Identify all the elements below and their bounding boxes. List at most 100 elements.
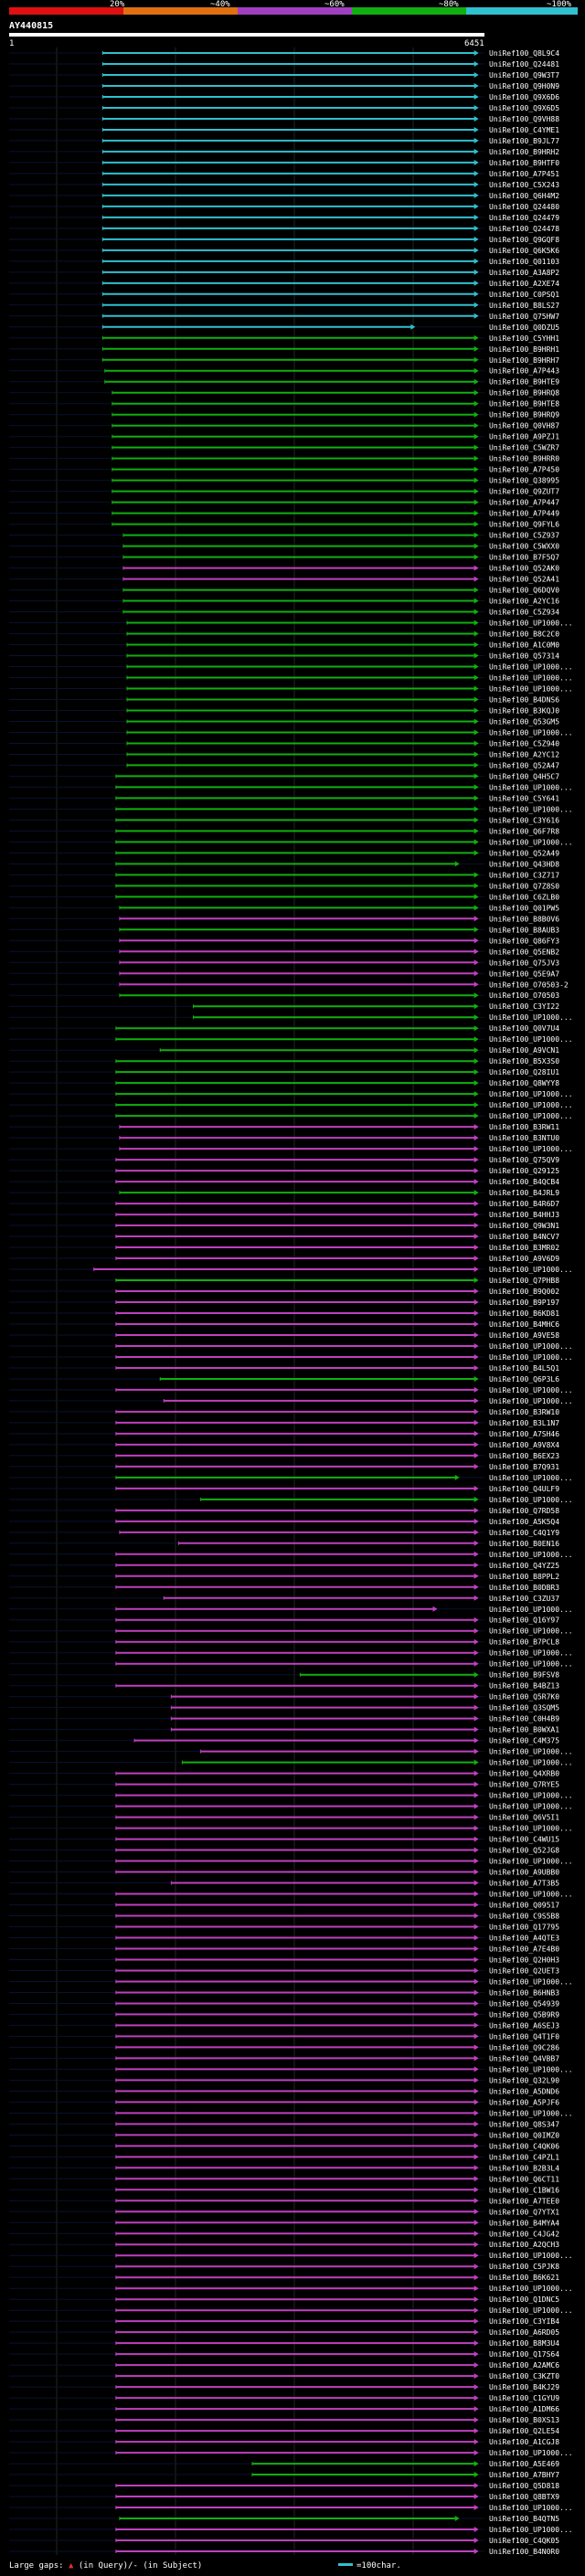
hit-row[interactable]: UniRef100_B9HTE8 — [9, 400, 559, 408]
hit-label[interactable]: UniRef100_UP1000... — [489, 1266, 573, 1274]
hit-row[interactable]: UniRef100_A7E4B0 — [9, 1945, 559, 1953]
hit-label[interactable]: UniRef100_B9FSV8 — [489, 1671, 559, 1680]
hit-row[interactable]: UniRef100_B9HRH2 — [9, 148, 559, 156]
hit-row[interactable]: UniRef100_Q2H0H3 — [9, 1956, 559, 1964]
hit-row[interactable]: UniRef100_C3ZU37 — [9, 1595, 559, 1603]
hit-label[interactable]: UniRef100_B7F5Q7 — [489, 554, 559, 562]
hit-label[interactable]: UniRef100_C4QK05 — [489, 2537, 559, 2545]
hit-label[interactable]: UniRef100_Q52JG8 — [489, 1847, 559, 1855]
hit-row[interactable]: UniRef100_C5Z937 — [9, 532, 559, 540]
hit-row[interactable]: UniRef100_Q01103 — [9, 258, 559, 266]
hit-label[interactable]: UniRef100_C5Z940 — [489, 739, 559, 747]
hit-row[interactable]: UniRef100_Q4H5C7 — [9, 772, 559, 780]
hit-row[interactable]: UniRef100_C5Z940 — [9, 739, 559, 747]
hit-label[interactable]: UniRef100_B4QCB4 — [489, 1178, 559, 1186]
hit-label[interactable]: UniRef100_UP1000... — [489, 1145, 573, 1153]
hit-label[interactable]: UniRef100_A2YC16 — [489, 598, 559, 606]
hit-label[interactable]: UniRef100_Q5R7K0 — [489, 1693, 559, 1701]
hit-row[interactable]: UniRef100_UP1000... — [9, 2252, 573, 2260]
hit-label[interactable]: UniRef100_B5X3S0 — [489, 1057, 559, 1065]
hit-row[interactable]: UniRef100_Q4T1F0 — [9, 2032, 559, 2041]
hit-row[interactable]: UniRef100_A9VE58 — [9, 1331, 559, 1340]
hit-row[interactable]: UniRef100_Q75HW7 — [9, 313, 559, 321]
hit-row[interactable]: UniRef100_Q0IMZ0 — [9, 2131, 559, 2139]
hit-row[interactable]: UniRef100_Q9X6D6 — [9, 93, 559, 101]
hit-row[interactable]: UniRef100_UP1000... — [9, 1090, 573, 1098]
hit-row[interactable]: UniRef100_C1BW16 — [9, 2186, 559, 2194]
hit-label[interactable]: UniRef100_UP1000... — [489, 2449, 573, 2457]
hit-label[interactable]: UniRef100_A1C0M0 — [489, 641, 559, 650]
hit-row[interactable]: UniRef100_B6EX23 — [9, 1452, 559, 1460]
hit-label[interactable]: UniRef100_Q6P3L6 — [489, 1375, 559, 1383]
hit-row[interactable]: UniRef100_A7P447 — [9, 499, 559, 507]
hit-row[interactable]: UniRef100_Q09517 — [9, 1902, 559, 1910]
hit-label[interactable]: UniRef100_C3YIB4 — [489, 2317, 559, 2326]
hit-row[interactable]: UniRef100_Q28IU1 — [9, 1068, 559, 1076]
hit-row[interactable]: UniRef100_B9HRQ8 — [9, 389, 559, 398]
hit-label[interactable]: UniRef100_C4QK06 — [489, 2142, 559, 2150]
hit-row[interactable]: UniRef100_B8B0V6 — [9, 915, 559, 923]
hit-row[interactable]: UniRef100_C5WXX0 — [9, 543, 559, 551]
hit-label[interactable]: UniRef100_B6EX23 — [489, 1452, 559, 1460]
hit-label[interactable]: UniRef100_A5DND6 — [489, 2087, 559, 2095]
hit-label[interactable]: UniRef100_C3YI22 — [489, 1002, 559, 1011]
hit-row[interactable]: UniRef100_B7F5Q7 — [9, 554, 559, 562]
hit-label[interactable]: UniRef100_C5WZR7 — [489, 444, 559, 452]
hit-row[interactable]: UniRef100_B9P197 — [9, 1299, 559, 1307]
hit-label[interactable]: UniRef100_B4NCV7 — [489, 1233, 559, 1241]
hit-row[interactable]: UniRef100_B8AUB3 — [9, 926, 559, 934]
hit-label[interactable]: UniRef100_UP1000... — [489, 1386, 573, 1394]
hit-row[interactable]: UniRef100_Q7RYE5 — [9, 1781, 559, 1789]
hit-label[interactable]: UniRef100_Q75JV3 — [489, 959, 559, 967]
hit-row[interactable]: UniRef100_B9Q002 — [9, 1288, 559, 1296]
hit-row[interactable]: UniRef100_B4MHC6 — [9, 1320, 559, 1329]
hit-label[interactable]: UniRef100_B4BZ13 — [489, 1682, 559, 1691]
hit-row[interactable]: UniRef100_Q7Z8S0 — [9, 882, 559, 890]
hit-label[interactable]: UniRef100_Q24481 — [489, 60, 559, 69]
hit-row[interactable]: UniRef100_UP1000... — [9, 620, 573, 628]
hit-row[interactable]: UniRef100_UP1000... — [9, 2526, 573, 2534]
hit-row[interactable]: UniRef100_A5PJF6 — [9, 2098, 559, 2106]
hit-row[interactable]: UniRef100_UP1000... — [9, 1386, 573, 1394]
hit-label[interactable]: UniRef100_A4QTE3 — [489, 1934, 559, 1942]
hit-row[interactable]: UniRef100_A6SEJ3 — [9, 2021, 559, 2030]
hit-row[interactable]: UniRef100_C3YIB4 — [9, 2317, 559, 2326]
hit-label[interactable]: UniRef100_C3KZT0 — [489, 2372, 559, 2380]
hit-row[interactable]: UniRef100_B7PCL8 — [9, 1638, 559, 1647]
hit-row[interactable]: UniRef100_A9UBB0 — [9, 1869, 559, 1877]
hit-row[interactable]: UniRef100_B3L1N7 — [9, 1419, 559, 1427]
hit-label[interactable]: UniRef100_UP1000... — [489, 2306, 573, 2315]
hit-row[interactable]: UniRef100_Q86FY3 — [9, 937, 559, 945]
hit-label[interactable]: UniRef100_A6RD05 — [489, 2328, 559, 2337]
hit-row[interactable]: UniRef100_A2YC16 — [9, 598, 559, 606]
hit-label[interactable]: UniRef100_Q75QV9 — [489, 1156, 559, 1164]
hit-row[interactable]: UniRef100_C6ZLB0 — [9, 893, 559, 901]
hit-label[interactable]: UniRef100_Q52A41 — [489, 576, 559, 584]
hit-row[interactable]: UniRef100_UP1000... — [9, 1342, 573, 1351]
hit-row[interactable]: UniRef100_UP1000... — [9, 1825, 573, 1833]
hit-label[interactable]: UniRef100_B8PPL2 — [489, 1573, 559, 1581]
hit-row[interactable]: UniRef100_UP1000... — [9, 1858, 573, 1866]
hit-label[interactable]: UniRef100_B3L1N7 — [489, 1419, 559, 1427]
hit-row[interactable]: UniRef100_Q9ZUT7 — [9, 488, 559, 496]
hit-row[interactable]: UniRef100_Q6V5I1 — [9, 1814, 559, 1822]
hit-row[interactable]: UniRef100_C0H4B9 — [9, 1715, 559, 1723]
hit-row[interactable]: UniRef100_C4Q1Y9 — [9, 1529, 559, 1537]
hit-label[interactable]: UniRef100_B8B0V6 — [489, 915, 559, 923]
hit-label[interactable]: UniRef100_Q0DZU5 — [489, 323, 559, 332]
hit-row[interactable]: UniRef100_Q24478 — [9, 225, 559, 233]
hit-row[interactable]: UniRef100_Q7YTX1 — [9, 2208, 559, 2216]
hit-row[interactable]: UniRef100_Q8WYY8 — [9, 1079, 559, 1087]
hit-row[interactable]: UniRef100_UP1000... — [9, 728, 573, 737]
hit-label[interactable]: UniRef100_Q32L90 — [489, 2076, 559, 2084]
hit-row[interactable]: UniRef100_C5PJK8 — [9, 2263, 559, 2271]
hit-label[interactable]: UniRef100_B8LS27 — [489, 302, 559, 310]
hit-label[interactable]: UniRef100_Q6H4M2 — [489, 192, 559, 200]
hit-row[interactable]: UniRef100_Q5B9R9 — [9, 2010, 559, 2019]
hit-row[interactable]: UniRef100_UP1000... — [9, 2449, 573, 2457]
hit-row[interactable]: UniRef100_C5YHH1 — [9, 334, 559, 343]
hit-row[interactable]: UniRef100_UP1000... — [9, 1803, 573, 1811]
hit-row[interactable]: UniRef100_B4N0R0 — [9, 2548, 559, 2556]
hit-row[interactable]: UniRef100_Q0DZU5 — [9, 323, 559, 332]
hit-row[interactable]: UniRef100_C4QK05 — [9, 2537, 559, 2545]
